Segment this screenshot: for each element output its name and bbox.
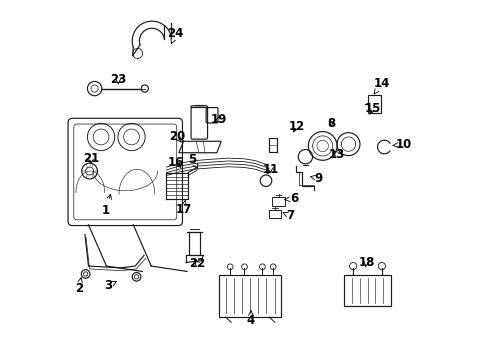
Text: 12: 12 bbox=[288, 120, 304, 133]
Bar bbox=[367, 95, 380, 113]
Text: 5: 5 bbox=[188, 153, 197, 168]
Text: 7: 7 bbox=[283, 210, 294, 222]
Text: 8: 8 bbox=[326, 117, 335, 130]
Text: 14: 14 bbox=[372, 77, 389, 94]
Text: 6: 6 bbox=[284, 192, 298, 205]
Bar bbox=[344, 275, 390, 306]
Text: 22: 22 bbox=[189, 257, 205, 270]
Text: 15: 15 bbox=[364, 102, 380, 115]
Text: 24: 24 bbox=[167, 27, 183, 44]
Text: 3: 3 bbox=[104, 279, 116, 292]
Text: 18: 18 bbox=[358, 256, 374, 269]
Bar bbox=[219, 275, 281, 317]
Text: 9: 9 bbox=[310, 172, 322, 185]
Bar bbox=[188, 232, 200, 255]
Bar bbox=[268, 210, 281, 219]
Text: 23: 23 bbox=[110, 73, 126, 86]
Text: 17: 17 bbox=[175, 200, 191, 216]
Text: 10: 10 bbox=[392, 138, 411, 150]
Text: 13: 13 bbox=[328, 148, 345, 161]
Text: 20: 20 bbox=[169, 130, 185, 144]
Text: 11: 11 bbox=[262, 163, 278, 176]
Text: 1: 1 bbox=[101, 194, 111, 217]
Bar bbox=[271, 197, 285, 206]
Text: 4: 4 bbox=[246, 311, 255, 327]
Text: 21: 21 bbox=[83, 152, 99, 165]
Text: 16: 16 bbox=[168, 156, 184, 169]
Text: 19: 19 bbox=[210, 113, 226, 126]
Bar bbox=[268, 138, 276, 152]
Text: 2: 2 bbox=[75, 278, 82, 295]
